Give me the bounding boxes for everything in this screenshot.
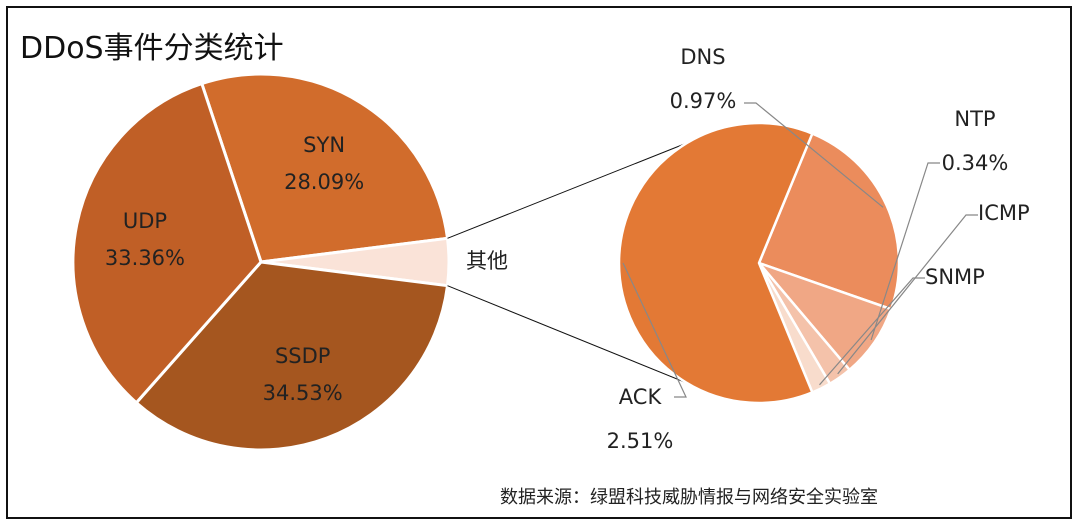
- value-ntp: 0.34%: [942, 151, 1009, 175]
- label-other: 其他: [466, 249, 508, 273]
- label-ack: ACK: [619, 385, 663, 409]
- slice-syn: [200, 72, 449, 264]
- leader-ack: [622, 262, 687, 398]
- value-ssdp: 34.53%: [263, 381, 343, 405]
- label-snmp: SNMP: [925, 265, 985, 289]
- leader-ntp: [870, 162, 940, 341]
- label-icmp: ICMP: [978, 201, 1030, 225]
- slice-dns: [757, 132, 901, 311]
- source-note: 数据来源：绿盟科技威胁情报与网络安全实验室: [500, 487, 878, 508]
- secondary-pie: [617, 121, 901, 405]
- leader-lines: [622, 102, 978, 398]
- label-dns: DNS: [680, 45, 725, 69]
- slice-udp: [71, 82, 263, 405]
- value-udp: 33.36%: [105, 246, 185, 270]
- main-pie: [71, 72, 451, 452]
- value-ack: 2.51%: [607, 429, 674, 453]
- label-ssdp: SSDP: [275, 344, 331, 368]
- value-dns: 0.97%: [670, 89, 737, 113]
- connector-bottom: [447, 285, 688, 384]
- leader-icmp: [837, 214, 978, 375]
- value-syn: 28.09%: [284, 170, 364, 194]
- slice-ack: [617, 121, 814, 405]
- leader-dns: [744, 102, 884, 208]
- label-ntp: NTP: [954, 107, 995, 131]
- label-udp: UDP: [123, 209, 167, 233]
- label-syn: SYN: [303, 133, 345, 157]
- slice-ssdp: [134, 260, 449, 452]
- pie-connectors: [447, 142, 688, 384]
- chart-title: DDoS事件分类统计: [20, 31, 284, 66]
- pie-labels: SYN 28.09% 其他 SSDP 34.53% UDP 33.36% DNS 0.97% NT…: [105, 45, 1030, 453]
- connector-top: [447, 142, 688, 239]
- leader-snmp: [819, 277, 925, 386]
